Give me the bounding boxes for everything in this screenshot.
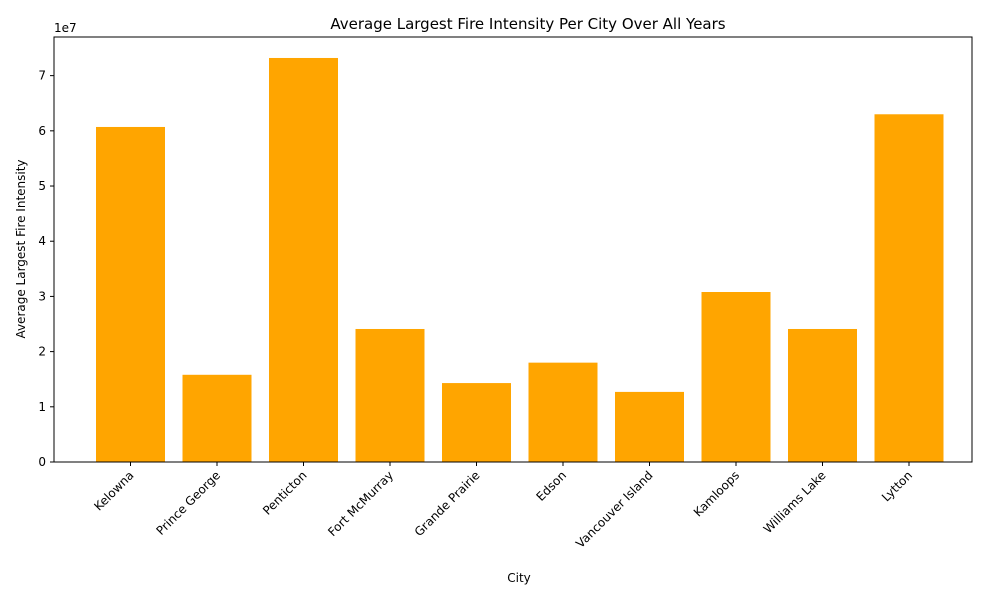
- x-axis-label: City: [507, 571, 531, 585]
- x-tick-label: Vancouver Island: [573, 468, 656, 551]
- bar-prince-george: [182, 374, 252, 462]
- x-tick-label: Lytton: [879, 468, 915, 504]
- y-axis-ticks: 0 1 2 3 4 5 6 7: [38, 69, 54, 469]
- y-tick-label: 1: [38, 400, 46, 414]
- x-tick-label: Williams Lake: [761, 468, 829, 536]
- bar-williams-lake: [788, 328, 857, 462]
- x-tick-label: Edson: [533, 468, 569, 504]
- y-tick-label: 5: [38, 179, 46, 193]
- x-axis-ticks: Kelowna Prince George Penticton Fort McMurr…: [91, 462, 915, 551]
- x-tick-label: Penticton: [260, 468, 310, 518]
- y-tick-label: 6: [38, 124, 46, 138]
- bar-kelowna: [96, 126, 165, 462]
- x-tick-label: Kelowna: [91, 468, 136, 513]
- bar-kamloops: [701, 292, 771, 462]
- y-tick-label: 4: [38, 234, 46, 248]
- chart-title: Average Largest Fire Intensity Per City …: [330, 15, 725, 33]
- bar-lytton: [874, 114, 944, 462]
- bars-group: [96, 57, 944, 462]
- x-tick-label: Fort McMurray: [325, 468, 396, 539]
- y-tick-label: 3: [38, 289, 46, 303]
- y-tick-label: 0: [38, 455, 46, 469]
- bar-vancouver-island: [615, 391, 684, 462]
- bar-grande-prairie: [442, 383, 511, 462]
- bar-penticton: [269, 57, 338, 462]
- x-tick-label: Prince George: [154, 468, 224, 538]
- x-tick-label: Kamloops: [691, 468, 742, 519]
- y-tick-label: 2: [38, 345, 46, 359]
- y-tick-label: 7: [38, 69, 46, 83]
- y-axis-label: Average Largest Fire Intensity: [14, 159, 28, 338]
- x-tick-label: Grande Prairie: [412, 468, 483, 539]
- bar-edson: [528, 362, 598, 462]
- plot-frame: [53, 36, 973, 463]
- bar-fort-mcmurray: [355, 328, 425, 462]
- y-offset-text: 1e7: [54, 21, 77, 35]
